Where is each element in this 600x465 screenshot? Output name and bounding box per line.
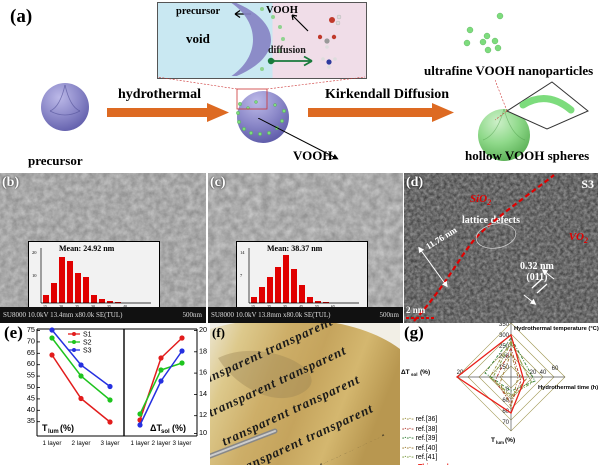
- svg-text:sol: sol: [411, 372, 418, 377]
- svg-text:50: 50: [27, 382, 35, 391]
- svg-text:14: 14: [240, 250, 245, 255]
- svg-text:18: 18: [199, 346, 207, 355]
- svg-text:Hydrothermal temperature (°C): Hydrothermal temperature (°C): [514, 326, 599, 332]
- svg-text:10: 10: [199, 428, 207, 437]
- svg-text:Hydrothermal time (h): Hydrothermal time (h): [538, 385, 598, 391]
- svg-text:(%): (%): [60, 423, 74, 433]
- svg-text:350: 350: [499, 323, 510, 328]
- svg-text:1 layer: 1 layer: [131, 440, 150, 447]
- svg-text:1 layer: 1 layer: [43, 440, 62, 447]
- svg-text:T: T: [491, 437, 495, 444]
- svg-text:20: 20: [32, 250, 37, 255]
- svg-text:12: 12: [199, 410, 207, 419]
- svg-text:S1: S1: [83, 332, 92, 339]
- svg-text:S2: S2: [83, 340, 92, 347]
- svg-text:70: 70: [27, 336, 35, 345]
- svg-text:7: 7: [240, 273, 243, 278]
- svg-text:lum: lum: [496, 440, 504, 445]
- svg-text:20: 20: [199, 325, 207, 334]
- svg-text:55: 55: [27, 371, 35, 380]
- svg-text:14: 14: [199, 389, 207, 398]
- svg-text:16: 16: [199, 368, 207, 377]
- svg-text:10: 10: [32, 273, 37, 278]
- svg-text:(%): (%): [505, 437, 515, 444]
- svg-text:3 layer: 3 layer: [173, 440, 192, 447]
- svg-text:60: 60: [552, 366, 559, 372]
- svg-text:sol: sol: [161, 429, 170, 435]
- svg-text:(%): (%): [420, 369, 430, 376]
- svg-text:35: 35: [27, 416, 35, 425]
- svg-text:2 layer: 2 layer: [72, 440, 91, 447]
- svg-text:70: 70: [502, 420, 509, 426]
- svg-text:3 layer: 3 layer: [101, 440, 120, 447]
- svg-text:S3: S3: [83, 348, 92, 355]
- svg-text:40: 40: [540, 370, 547, 376]
- svg-text:lum: lum: [48, 429, 59, 435]
- svg-text:(%): (%): [172, 423, 186, 433]
- svg-text:75: 75: [27, 325, 35, 334]
- svg-text:45: 45: [27, 393, 35, 402]
- svg-text:40: 40: [27, 405, 35, 414]
- svg-text:65: 65: [27, 348, 35, 357]
- svg-text:60: 60: [27, 359, 35, 368]
- svg-text:ΔT: ΔT: [401, 369, 410, 376]
- svg-text:2 layer: 2 layer: [152, 440, 171, 447]
